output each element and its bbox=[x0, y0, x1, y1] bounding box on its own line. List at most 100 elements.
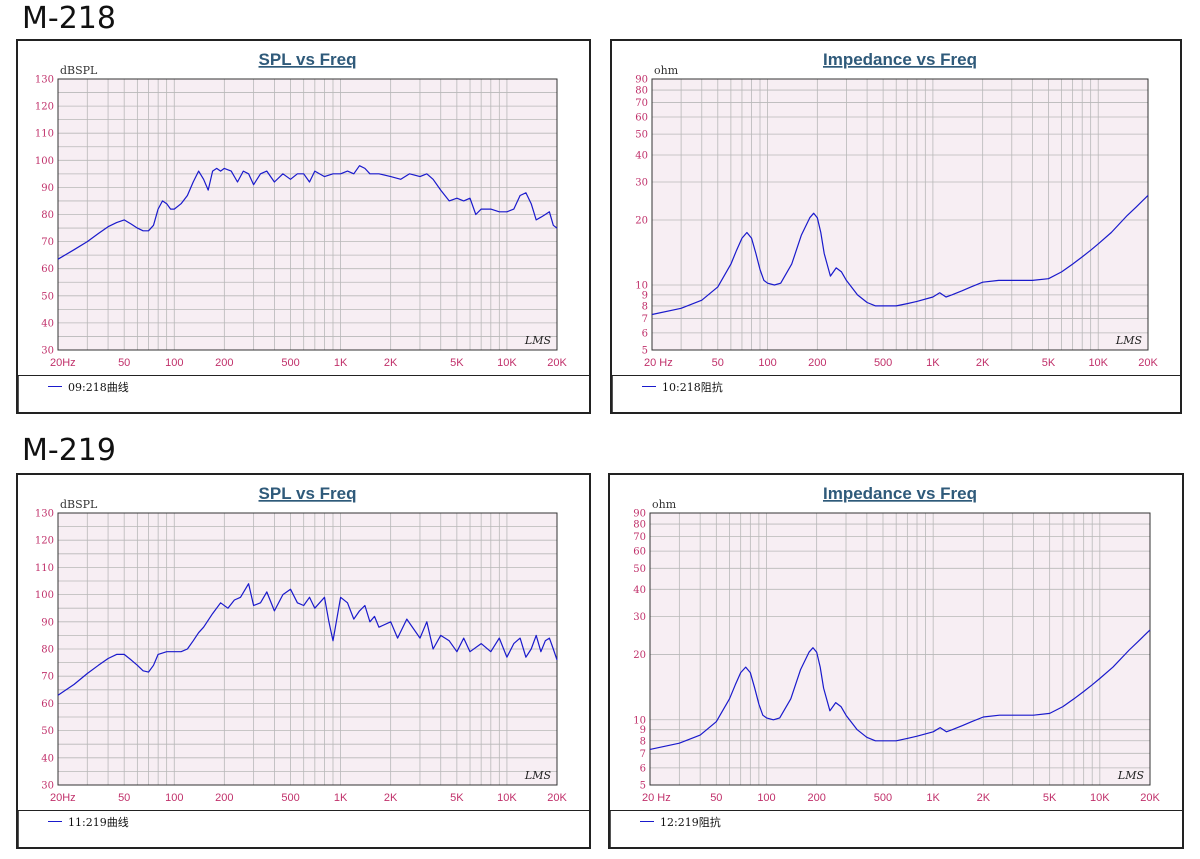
y-tick-label: 10 bbox=[633, 715, 646, 726]
y-tick-label: 40 bbox=[41, 753, 54, 764]
y-axis-label: dBSPL bbox=[60, 64, 98, 77]
chart-title: Impedance vs Freq bbox=[823, 50, 977, 69]
x-tick-label: 1K bbox=[926, 357, 940, 369]
y-tick-label: 30 bbox=[41, 781, 54, 792]
x-tick-label: 5K bbox=[450, 792, 464, 804]
legend: 10:218阻抗 bbox=[612, 375, 1180, 412]
legend-label: 11:219曲线 bbox=[68, 816, 129, 829]
plot-frame bbox=[649, 512, 1151, 786]
grid bbox=[649, 512, 1151, 786]
series-line bbox=[57, 583, 558, 696]
y-tick-label: 50 bbox=[41, 291, 54, 302]
chart-svg: SPL vs Freq dBSPL 30 40 50 60 70 80 90 100 110 120 1… bbox=[35, 50, 568, 369]
y-tick-label: 40 bbox=[633, 585, 646, 596]
y-axis-label: ohm bbox=[652, 498, 677, 511]
x-tick-label: 20K bbox=[1140, 792, 1160, 804]
legend: 11:219曲线 bbox=[18, 810, 589, 847]
legend: 12:219阻抗 bbox=[610, 810, 1182, 847]
watermark-text: LMS bbox=[1117, 769, 1145, 782]
x-tick-label: 500 bbox=[281, 357, 299, 369]
y-tick-label: 7 bbox=[640, 749, 646, 760]
legend-swatch bbox=[48, 821, 62, 822]
x-tick-label: 1K bbox=[926, 792, 940, 804]
series-line bbox=[57, 165, 558, 260]
x-tick-label: 1K bbox=[334, 357, 348, 369]
chart-title: Impedance vs Freq bbox=[823, 484, 977, 503]
x-tick-label: 100 bbox=[758, 357, 776, 369]
y-tick-label: 80 bbox=[633, 520, 646, 531]
y-axis-label: ohm bbox=[654, 64, 679, 77]
x-tick-label: 100 bbox=[165, 357, 183, 369]
x-tick-label: 100 bbox=[757, 792, 775, 804]
section-title-m219: M-219 bbox=[22, 433, 116, 468]
series-line bbox=[651, 194, 1149, 316]
plot-area bbox=[650, 513, 1150, 785]
y-tick-label: 90 bbox=[633, 509, 646, 520]
y-tick-label: 5 bbox=[642, 346, 648, 357]
y-tick-label: 90 bbox=[41, 617, 54, 628]
chart-panel-m218-impedance: Impedance vs Freq ohm 5 6 7 8 9 10 20 30 40 50 60 70 8… bbox=[610, 39, 1182, 414]
legend-side-strip bbox=[610, 811, 633, 847]
plot-area bbox=[652, 79, 1148, 350]
y-tick-label: 90 bbox=[41, 183, 54, 194]
y-tick-label: 30 bbox=[41, 346, 54, 357]
x-tick-label: 20Hz bbox=[50, 792, 76, 804]
y-tick-label: 50 bbox=[635, 130, 648, 141]
y-tick-label: 110 bbox=[35, 129, 54, 140]
x-tick-label: 20K bbox=[547, 792, 567, 804]
x-tick-label: 2K bbox=[384, 357, 398, 369]
y-tick-label: 40 bbox=[635, 151, 648, 162]
legend-side-strip bbox=[18, 811, 41, 847]
x-tick-label: 50 bbox=[712, 357, 724, 369]
legend-swatch bbox=[48, 386, 62, 387]
chart-panel-m219-spl: SPL vs Freq dBSPL 30 40 50 60 70 80 90 100 110 120 1… bbox=[16, 473, 591, 849]
y-tick-label: 60 bbox=[635, 113, 648, 124]
x-tick-label: 2K bbox=[976, 357, 990, 369]
y-tick-label: 70 bbox=[41, 237, 54, 248]
chart-panel-m218-spl: SPL vs Freq dBSPL 30 40 50 60 70 80 90 100 110 120 1… bbox=[16, 39, 591, 414]
x-tick-label: 500 bbox=[281, 792, 299, 804]
x-tick-label: 20 Hz bbox=[642, 792, 671, 804]
y-tick-label: 60 bbox=[41, 699, 54, 710]
y-tick-label: 9 bbox=[642, 290, 648, 301]
y-tick-label: 110 bbox=[35, 563, 54, 574]
grid bbox=[57, 512, 558, 786]
watermark-text: LMS bbox=[524, 334, 552, 347]
y-tick-label: 30 bbox=[635, 178, 648, 189]
x-tick-label: 100 bbox=[165, 792, 183, 804]
x-tick-label: 10K bbox=[497, 357, 517, 369]
y-tick-label: 6 bbox=[640, 763, 646, 774]
x-tick-label: 5K bbox=[450, 357, 464, 369]
x-tick-label: 50 bbox=[710, 792, 722, 804]
legend: 09:218曲线 bbox=[18, 375, 589, 412]
y-tick-label: 100 bbox=[35, 156, 54, 167]
x-tick-label: 200 bbox=[215, 792, 233, 804]
x-tick-label: 2K bbox=[384, 792, 398, 804]
x-tick-label: 5K bbox=[1043, 792, 1057, 804]
y-tick-label: 30 bbox=[633, 612, 646, 623]
watermark-text: LMS bbox=[1115, 334, 1143, 347]
x-tick-label: 2K bbox=[977, 792, 991, 804]
y-tick-label: 90 bbox=[635, 75, 648, 86]
y-tick-label: 130 bbox=[35, 75, 54, 86]
x-tick-label: 200 bbox=[807, 792, 825, 804]
y-tick-label: 60 bbox=[41, 264, 54, 275]
y-tick-label: 60 bbox=[633, 547, 646, 558]
x-tick-label: 50 bbox=[118, 357, 130, 369]
chart-title: SPL vs Freq bbox=[259, 50, 357, 69]
plot-frame bbox=[57, 78, 558, 351]
legend-label: 10:218阻抗 bbox=[662, 381, 723, 394]
legend-side-strip bbox=[612, 376, 635, 412]
x-tick-label: 500 bbox=[874, 357, 892, 369]
legend-swatch bbox=[640, 821, 654, 822]
x-tick-label: 10K bbox=[497, 792, 517, 804]
y-axis-label: dBSPL bbox=[60, 498, 98, 511]
y-tick-label: 100 bbox=[35, 590, 54, 601]
chart-panel-m219-impedance: Impedance vs Freq ohm 5 6 7 8 9 10 20 30 40 50 60 70 8… bbox=[608, 473, 1184, 849]
x-tick-label: 20Hz bbox=[50, 357, 76, 369]
watermark-text: LMS bbox=[524, 769, 552, 782]
y-tick-label: 20 bbox=[635, 216, 648, 227]
y-tick-label: 10 bbox=[635, 281, 648, 292]
legend-side-strip bbox=[18, 376, 41, 412]
x-tick-label: 200 bbox=[215, 357, 233, 369]
